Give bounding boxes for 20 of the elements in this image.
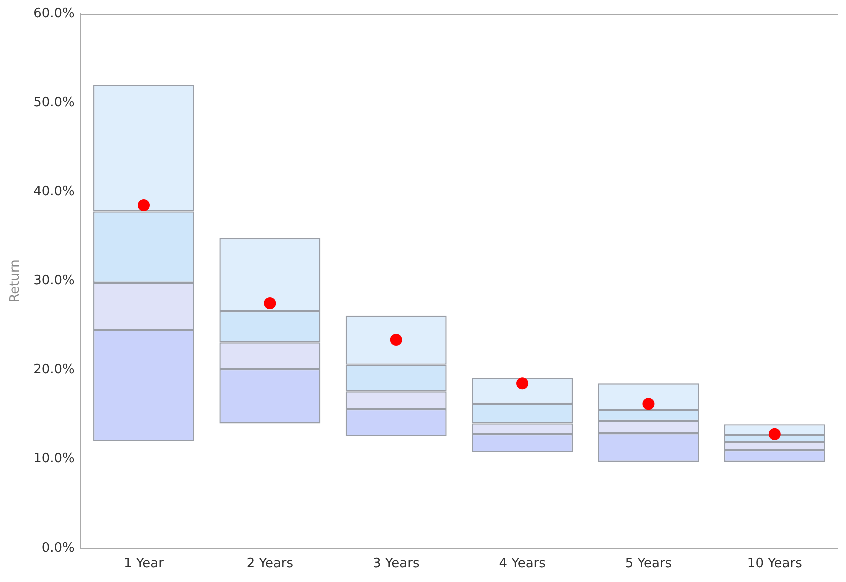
x-tick-label: 3 Years	[373, 556, 420, 572]
y-tick-label: 10.0%	[34, 452, 75, 467]
x-tick-label: 10 Years	[747, 556, 803, 572]
y-axis-title: Return	[8, 260, 24, 303]
y-tick-label: 0.0%	[42, 540, 75, 556]
point	[138, 199, 150, 212]
y-tick-label: 60.0%	[34, 6, 75, 22]
y-tick-label: 20.0%	[34, 362, 75, 378]
point	[768, 428, 781, 440]
y-tick-label: 50.0%	[34, 95, 75, 110]
point	[264, 297, 276, 310]
y-tick-label: 30.0%	[34, 274, 75, 289]
y-tick-label: 40.0%	[34, 184, 75, 200]
x-tick-label: 4 Years	[499, 556, 546, 572]
point	[516, 378, 529, 390]
point	[642, 398, 655, 410]
x-tick-label: 5 Years	[625, 556, 672, 572]
x-tick-label: 1 Year	[124, 556, 165, 572]
x-tick-label: 2 Years	[246, 556, 294, 572]
point	[390, 334, 402, 346]
